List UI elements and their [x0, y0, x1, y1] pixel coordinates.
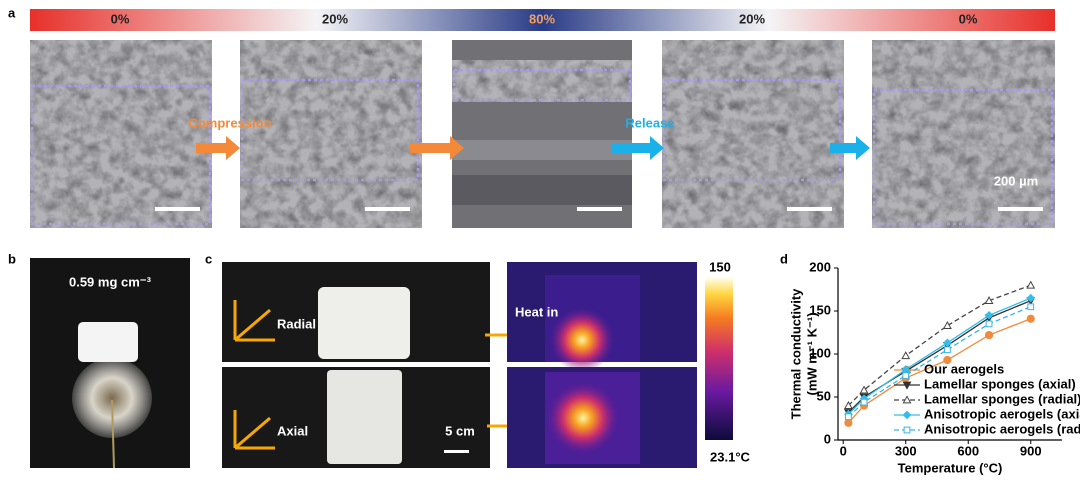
strain-label: 20% — [739, 11, 765, 26]
strain-label: 20% — [322, 11, 348, 26]
scale-bar-label: 200 µm — [994, 173, 1038, 188]
y-tick-label: 150 — [809, 302, 831, 317]
panel-label: d — [780, 251, 788, 266]
legend-label: Our aerogels — [924, 361, 1004, 376]
heat-label: Heat in — [515, 304, 558, 319]
legend-label: Lamellar sponges (axial) — [924, 376, 1076, 391]
panel-label: c — [205, 251, 212, 266]
point — [859, 385, 869, 394]
y-axis-label: Thermal conductivity — [788, 288, 803, 420]
legend-label: Lamellar sponges (radial) — [924, 391, 1080, 406]
point — [984, 296, 994, 305]
point — [944, 346, 951, 354]
point — [942, 320, 952, 329]
x-tick-label: 300 — [895, 443, 917, 458]
photo-b — [30, 258, 190, 469]
y-tick-label: 100 — [809, 345, 831, 360]
y-tick-label: 0 — [824, 431, 831, 446]
sem-images — [30, 40, 1055, 228]
strain-label: 0% — [959, 11, 978, 26]
strain-label: 0% — [111, 11, 130, 26]
legend-marker — [902, 395, 912, 404]
point — [901, 351, 911, 360]
point — [984, 310, 994, 320]
arrows — [196, 136, 870, 160]
legend-marker — [903, 426, 911, 434]
x-axis-label: Temperature (°C) — [898, 460, 1003, 475]
panel-label: b — [8, 251, 16, 266]
photos-c — [222, 262, 733, 468]
y-axis-label: (mW m⁻¹ K⁻¹) — [804, 312, 819, 395]
y-tick-label: 200 — [809, 259, 831, 274]
strain-label: 80% — [529, 11, 555, 26]
point — [1026, 293, 1036, 303]
point — [860, 398, 868, 406]
strain-bar — [30, 9, 1055, 31]
step-label: Release — [625, 115, 674, 130]
scale-bar-label: 5 cm — [445, 423, 475, 438]
legend-marker — [902, 410, 912, 420]
point — [1026, 314, 1035, 323]
x-tick-label: 600 — [957, 443, 979, 458]
point — [844, 418, 853, 427]
x-tick-label: 900 — [1020, 443, 1042, 458]
legend-label: Anisotropic aerogels (axial) — [924, 406, 1080, 421]
point — [985, 320, 993, 328]
point — [943, 355, 952, 365]
x-tick-label: 0 — [840, 443, 847, 458]
direction-label: Radial — [277, 316, 316, 331]
direction-label: Axial — [277, 423, 308, 438]
step-label: Compression — [188, 115, 271, 130]
colorbar-max: 150 — [709, 259, 731, 274]
legend-label: Anisotropic aerogels (radial) — [924, 421, 1080, 436]
density-label: 0.59 mg cm⁻³ — [69, 274, 152, 289]
point — [1026, 280, 1036, 289]
point — [843, 400, 853, 409]
point — [845, 413, 852, 421]
point — [1027, 303, 1035, 311]
panel-label: a — [8, 5, 16, 20]
colorbar-min: 23.1°C — [710, 449, 751, 464]
point — [984, 330, 994, 340]
point — [902, 372, 910, 379]
y-tick-label: 50 — [817, 388, 831, 403]
legend-marker — [902, 381, 912, 390]
